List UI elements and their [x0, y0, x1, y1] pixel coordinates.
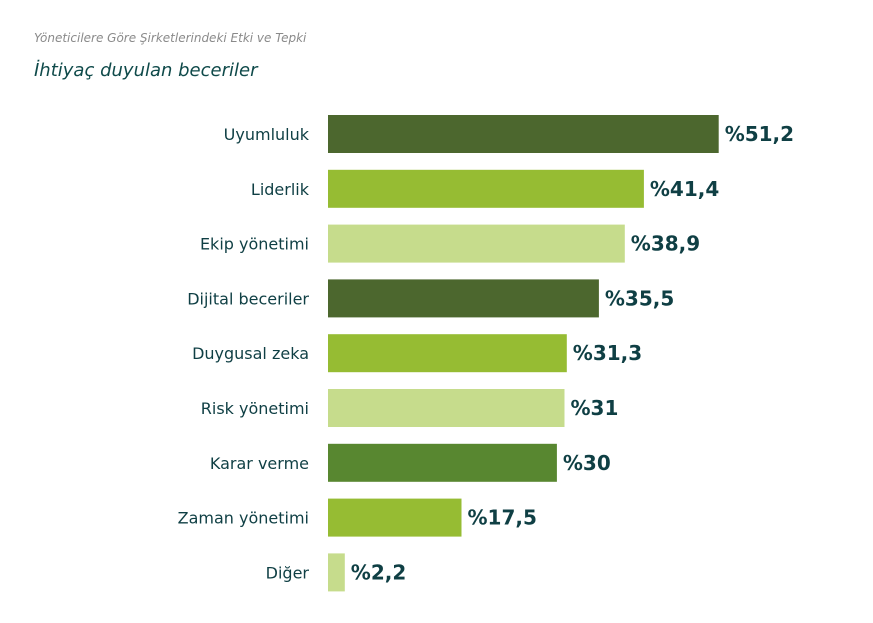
bar-9 [328, 553, 345, 592]
bar-2 [328, 169, 644, 208]
category-label: Karar verme [210, 454, 309, 473]
bar-4 [328, 279, 599, 318]
value-label: %41,4 [650, 177, 719, 201]
bar-7 [328, 443, 557, 482]
value-label: %38,9 [631, 232, 700, 256]
chart-title: İhtiyaç duyulan beceriler [34, 60, 258, 81]
value-label: %17,5 [468, 506, 537, 530]
value-label: %31,3 [573, 341, 642, 365]
value-label: %51,2 [725, 122, 794, 146]
category-label: Liderlik [251, 180, 310, 199]
value-label: %2,2 [351, 560, 406, 584]
category-label: Dijital beceriler [187, 289, 309, 308]
bar-6 [328, 389, 565, 427]
chart-supertitle: Yöneticilere Göre Şirketlerindeki Etki v… [34, 31, 307, 45]
category-label: Diğer [266, 563, 310, 582]
bar-3 [328, 224, 625, 263]
category-label: Zaman yönetimi [178, 509, 309, 528]
category-label: Ekip yönetimi [200, 235, 309, 254]
bar-1 [328, 115, 719, 153]
category-label: Uyumluluk [224, 125, 310, 144]
category-label: Duygusal zeka [192, 344, 309, 363]
bar-8 [328, 498, 462, 537]
value-label: %35,5 [605, 286, 674, 310]
value-label: %31 [571, 396, 619, 420]
value-label: %30 [563, 451, 611, 475]
category-label: Risk yönetimi [201, 399, 309, 418]
bar-5 [328, 334, 567, 373]
